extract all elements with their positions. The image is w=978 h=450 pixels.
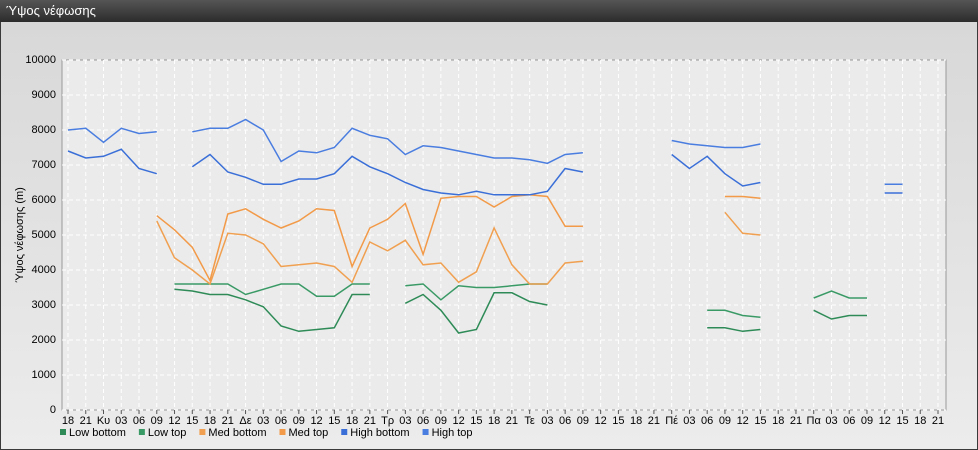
x-tick-label: 03	[683, 415, 695, 427]
legend-swatch	[138, 429, 145, 435]
series-line	[67, 118, 903, 186]
chart: Ύψος νέφωσης (m) 0 1000 2000 3000 4000 5000 60…	[1, 22, 977, 449]
x-tick-label: 18	[346, 415, 358, 427]
legend-label: Med top	[289, 427, 329, 439]
legend-label: High bottom	[350, 427, 409, 439]
y-tick-label: 2000	[32, 334, 56, 346]
x-tick-label: 03	[257, 415, 269, 427]
x-tick-label: 12	[879, 415, 891, 427]
x-tick-label: 18	[488, 415, 500, 427]
x-tick-label: Τρ	[381, 415, 394, 427]
x-tick-label: 06	[133, 415, 145, 427]
x-tick-label: 21	[506, 415, 518, 427]
legend-swatch	[422, 429, 429, 435]
series-line	[174, 283, 867, 319]
x-tick-label: 12	[595, 415, 607, 427]
x-tick-label: 15	[470, 415, 482, 427]
x-tick-label: 15	[754, 415, 766, 427]
x-tick-label: 15	[896, 415, 908, 427]
x-tick-label: Τε	[524, 415, 535, 427]
x-tick-label: 21	[222, 415, 234, 427]
x-tick-label: 18	[62, 415, 74, 427]
x-tick-label: 09	[719, 415, 731, 427]
legend-swatch	[279, 429, 286, 435]
series-line	[67, 148, 903, 196]
x-tick-label: 09	[861, 415, 873, 427]
x-tick-label: 09	[293, 415, 305, 427]
y-tick-label: 6000	[32, 194, 56, 206]
legend-swatch	[341, 429, 348, 435]
y-tick-label: 8000	[32, 124, 56, 136]
x-tick-label: 03	[115, 415, 127, 427]
x-tick-label: 15	[328, 415, 340, 427]
legend-label: High top	[432, 427, 473, 439]
y-tick-label: 10000	[25, 54, 56, 66]
legend-label: Low top	[148, 427, 187, 439]
x-tick-label: Κυ	[97, 415, 110, 427]
x-tick-label: 06	[559, 415, 571, 427]
x-tick-label: 09	[577, 415, 589, 427]
x-tick-label: 18	[630, 415, 642, 427]
legend-label: Med bottom	[208, 427, 266, 439]
x-tick-label: 06	[843, 415, 855, 427]
x-tick-label: 09	[435, 415, 447, 427]
x-tick-label: Πέ	[665, 415, 678, 427]
y-tick-label: 3000	[32, 299, 56, 311]
y-tick-label: 0	[50, 404, 56, 416]
x-tick-label: 12	[310, 415, 322, 427]
y-tick-label: 4000	[32, 264, 56, 276]
x-tick-label: Δε	[239, 415, 251, 427]
x-tick-label: Πα	[807, 415, 822, 427]
x-tick-label: 06	[701, 415, 713, 427]
x-tick-label: 21	[932, 415, 944, 427]
x-tick-label: 03	[541, 415, 553, 427]
x-tick-label: 03	[399, 415, 411, 427]
x-tick-label: 21	[790, 415, 802, 427]
y-tick-label: 1000	[32, 369, 56, 381]
x-tick-label: 18	[204, 415, 216, 427]
series-line	[174, 288, 867, 334]
series-line	[156, 211, 761, 286]
y-tick-label: 9000	[32, 89, 56, 101]
y-tick-label: 7000	[32, 159, 56, 171]
legend-label: Low bottom	[69, 427, 126, 439]
x-tick-label: 06	[417, 415, 429, 427]
legend-swatch	[199, 429, 206, 435]
x-tick-label: 12	[452, 415, 464, 427]
legend-swatch	[60, 429, 66, 435]
x-tick-label: 18	[772, 415, 784, 427]
x-tick-label: 03	[825, 415, 837, 427]
y-tick-label: 5000	[32, 229, 56, 241]
x-tick-label: 12	[168, 415, 180, 427]
x-tick-label: 09	[151, 415, 163, 427]
x-tick-label: 15	[186, 415, 198, 427]
y-axis-label: Ύψος νέφωσης (m)	[14, 187, 26, 283]
x-tick-label: 18	[914, 415, 926, 427]
x-tick-label: 21	[648, 415, 660, 427]
x-tick-label: 21	[364, 415, 376, 427]
series-line	[156, 194, 761, 283]
title-bar: Ύψος νέφωσης	[0, 0, 978, 22]
x-tick-label: 15	[612, 415, 624, 427]
x-tick-label: 06	[275, 415, 287, 427]
x-tick-label: 12	[737, 415, 749, 427]
x-tick-label: 21	[80, 415, 92, 427]
